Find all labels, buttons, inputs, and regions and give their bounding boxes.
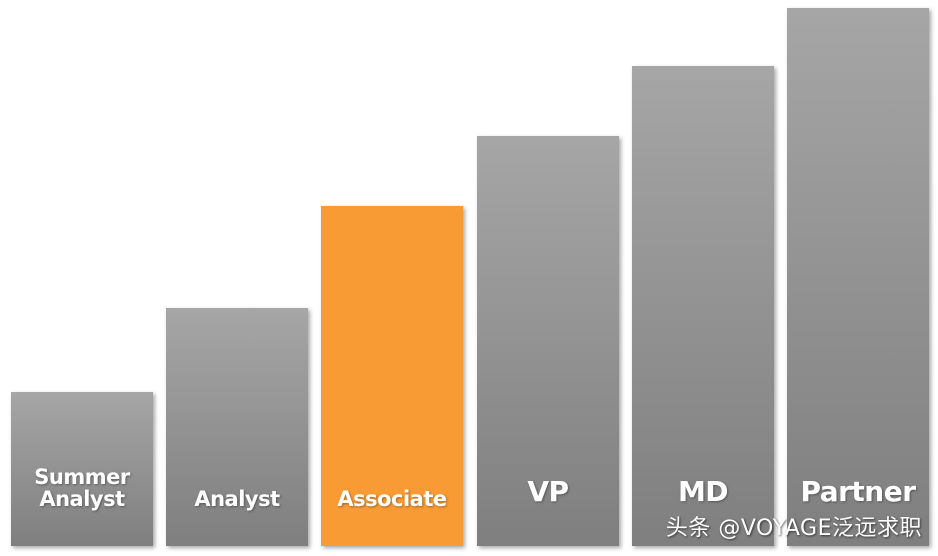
bar-label-vp: VP xyxy=(527,474,569,508)
bar-vp: VP xyxy=(477,136,619,546)
bar-md: MD xyxy=(632,66,774,546)
bar-label-summer-analyst: Summer Analyst xyxy=(34,464,130,511)
bar-label-md: MD xyxy=(677,474,729,508)
bar-analyst: Analyst xyxy=(166,308,308,546)
bar-label-associate: Associate xyxy=(337,486,447,511)
bar-summer-analyst: Summer Analyst xyxy=(11,392,153,546)
watermark: 头条 @VOYAGE泛远求职 xyxy=(665,516,922,541)
bar-label-analyst: Analyst xyxy=(194,486,280,511)
bar-associate: Associate xyxy=(321,206,463,546)
bar-partner: Partner xyxy=(787,8,929,546)
bar-label-partner: Partner xyxy=(800,474,916,508)
